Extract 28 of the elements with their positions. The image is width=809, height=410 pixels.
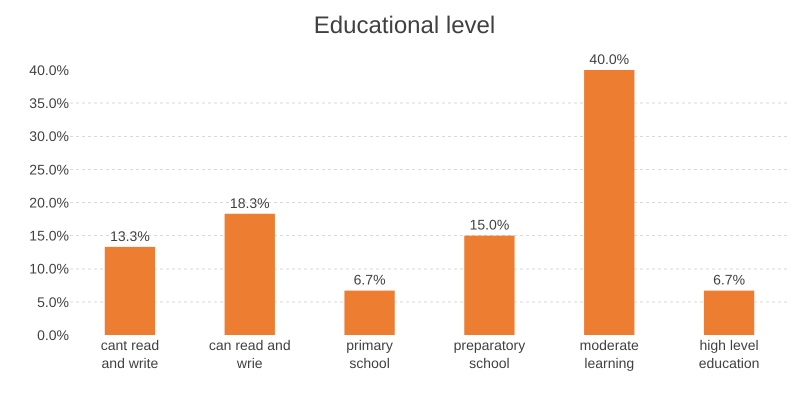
y-tick-label: 15.0%: [29, 228, 69, 244]
x-tick-label: can read and wrie: [208, 337, 291, 372]
x-tick-label: cant read and write: [100, 337, 160, 372]
x-tick-label: preparatory school: [454, 337, 526, 372]
x-tick-label: moderate learning: [580, 337, 640, 372]
chart-title: Educational level: [314, 12, 496, 40]
data-label: 13.3%: [110, 228, 150, 244]
x-tick-label: high level education: [698, 337, 760, 372]
bar: [104, 246, 156, 335]
y-tick-label: 35.0%: [29, 95, 69, 112]
y-tick-label: 20.0%: [29, 194, 69, 210]
data-label: 6.7%: [354, 272, 386, 288]
data-label: 15.0%: [470, 216, 510, 233]
data-label: 40.0%: [589, 51, 630, 67]
bar: [344, 290, 395, 335]
x-tick-label: primary school: [346, 337, 393, 372]
data-label: 6.7%: [713, 272, 746, 288]
bar: [464, 236, 515, 335]
y-tick-label: 10.0%: [29, 260, 69, 277]
data-label: 18.3%: [230, 194, 270, 211]
y-tick-label: 30.0%: [29, 128, 69, 144]
y-tick-label: 0.0%: [37, 326, 69, 343]
y-tick-label: 40.0%: [29, 62, 69, 78]
bar: [704, 290, 754, 335]
bar: [224, 214, 275, 335]
bar: [584, 70, 634, 335]
y-tick-label: 25.0%: [29, 161, 69, 178]
y-tick-label: 5.0%: [37, 294, 69, 310]
